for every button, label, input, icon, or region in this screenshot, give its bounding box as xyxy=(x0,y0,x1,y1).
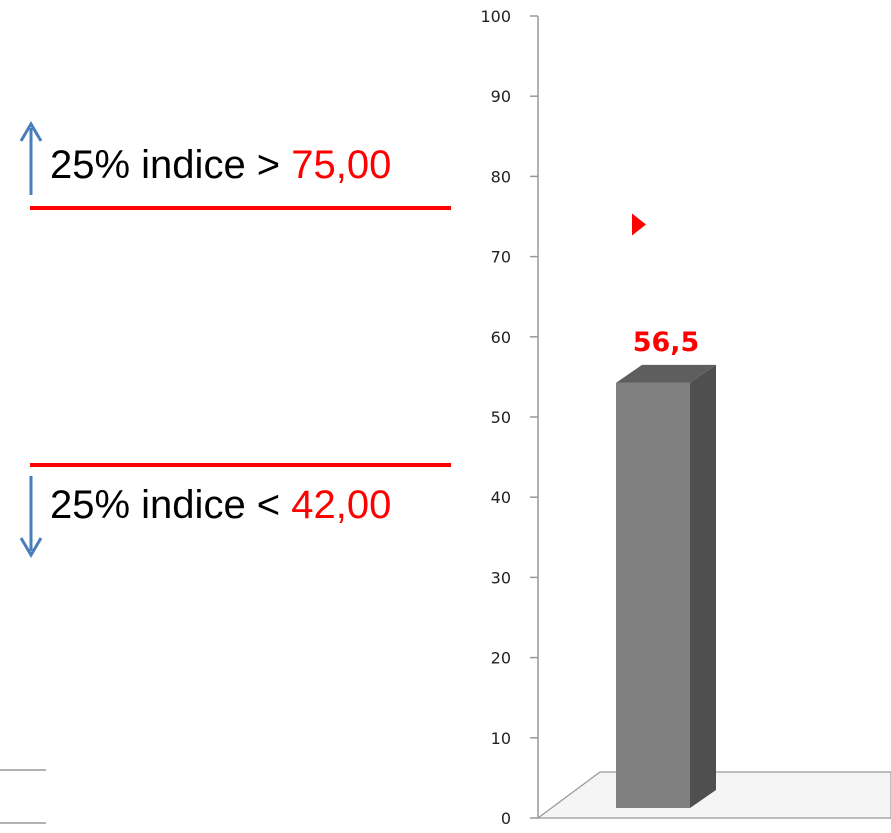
upper-threshold-value: 75,00 xyxy=(291,143,392,187)
bar-side xyxy=(690,364,716,808)
lower-threshold-prefix: 25% indice < xyxy=(50,483,292,527)
lower-threshold-caption: 25% indice < 42,00 xyxy=(50,485,391,525)
y-tick-label: 70 xyxy=(491,248,511,267)
y-tick-label: 30 xyxy=(491,568,511,587)
bar-top xyxy=(616,364,716,383)
y-tick-label: 50 xyxy=(491,408,511,427)
arrow-up-icon xyxy=(19,121,43,195)
bar-data-label: 56,5 xyxy=(633,327,700,358)
arrow-down-icon xyxy=(19,476,43,558)
y-tick-label: 10 xyxy=(491,729,511,748)
y-axis: 0 10 20 30 40 50 60 70 80 90 100 xyxy=(480,7,538,828)
y-tick-label: 80 xyxy=(491,167,511,186)
marker-group xyxy=(632,213,646,236)
y-tick-label: 20 xyxy=(491,649,511,668)
upper-threshold-prefix: 25% indice > xyxy=(50,143,292,187)
y-tick-label: 60 xyxy=(491,328,511,347)
bar-front xyxy=(616,382,690,808)
arrow-down-head xyxy=(19,537,43,558)
y-tick-label: 0 xyxy=(501,809,511,828)
y-tick-label: 90 xyxy=(491,87,511,106)
arrow-up-head xyxy=(19,121,43,142)
threshold-lines xyxy=(30,206,451,467)
legend-stub-lines xyxy=(0,769,46,824)
y-tick-label: 40 xyxy=(491,488,511,507)
arrows-group xyxy=(19,121,43,558)
bar-series: 56,5 xyxy=(616,327,716,808)
y-tick-label: 100 xyxy=(480,7,511,26)
triangle-right-icon xyxy=(632,213,646,236)
upper-threshold-caption: 25% indice > 75,00 xyxy=(50,145,391,185)
lower-threshold-value: 42,00 xyxy=(291,483,392,527)
